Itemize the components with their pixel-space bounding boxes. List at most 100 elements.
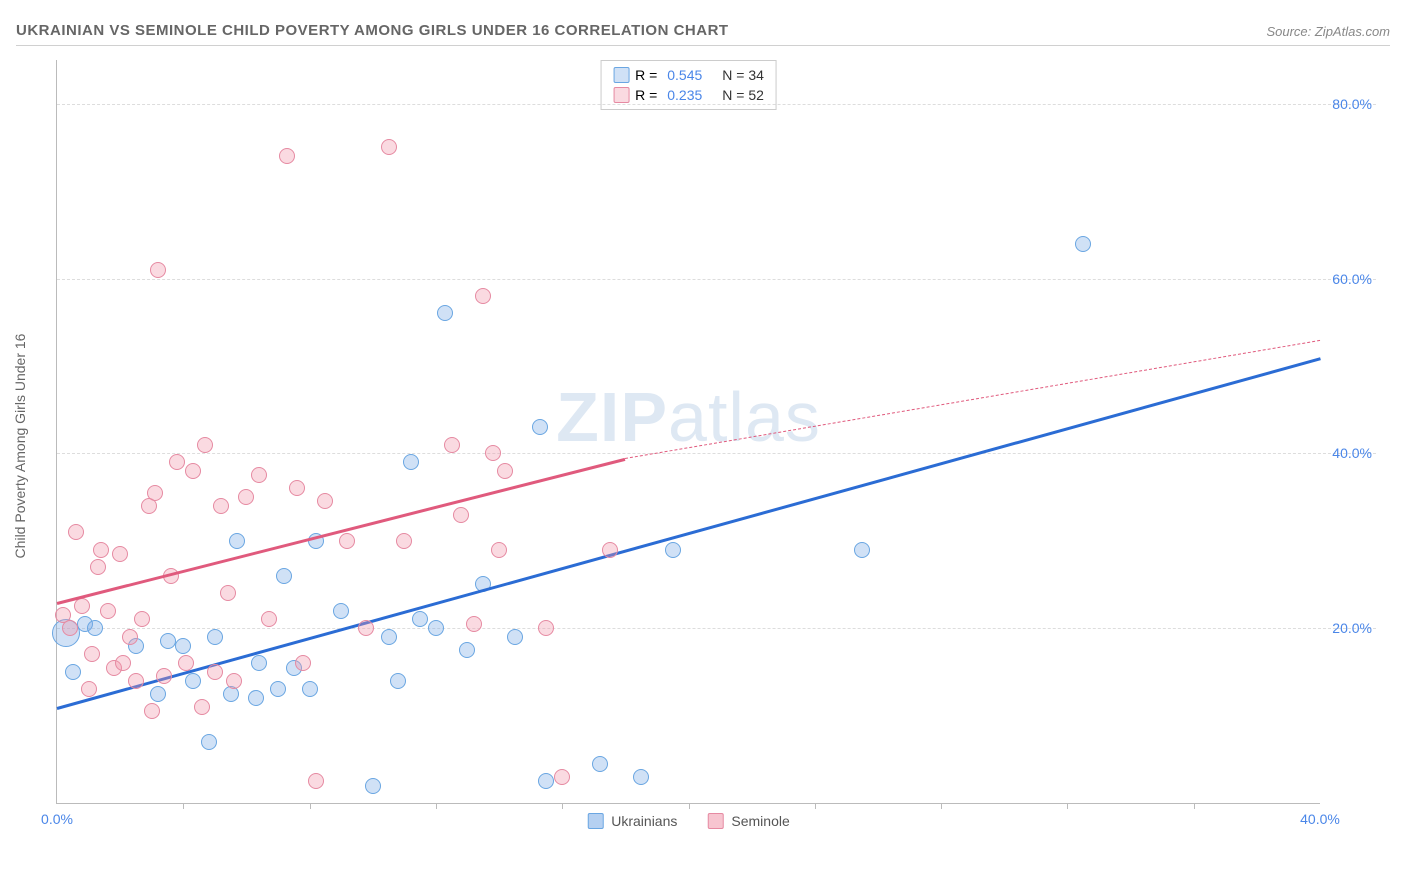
data-point-ukrainians [665,542,681,558]
plot-wrap: Child Poverty Among Girls Under 16 ZIPat… [56,60,1376,832]
data-point-seminole [150,262,166,278]
data-point-seminole [81,681,97,697]
data-point-seminole [220,585,236,601]
data-point-seminole [185,463,201,479]
data-point-seminole [122,629,138,645]
y-axis-label: Child Poverty Among Girls Under 16 [12,334,28,559]
gridline-h [57,453,1376,454]
data-point-ukrainians [437,305,453,321]
x-tick-label: 40.0% [1300,811,1340,827]
legend-r-value: 0.235 [667,87,702,103]
data-point-seminole [251,467,267,483]
legend-series: Ukrainians Seminole [587,813,790,829]
data-point-seminole [226,673,242,689]
gridline-h [57,104,1376,105]
x-tick [941,803,942,809]
data-point-ukrainians [633,769,649,785]
x-tick [815,803,816,809]
data-point-seminole [68,524,84,540]
data-point-seminole [317,493,333,509]
data-point-ukrainians [390,673,406,689]
data-point-seminole [115,655,131,671]
data-point-ukrainians [854,542,870,558]
watermark-atlas: atlas [668,378,821,456]
watermark-zip: ZIP [556,378,668,456]
plot-area: ZIPatlas R =0.545N = 34R =0.235N = 52 Uk… [56,60,1320,804]
legend-swatch [587,813,603,829]
data-point-ukrainians [229,533,245,549]
y-tick-label: 60.0% [1332,271,1372,287]
legend-r-value: 0.545 [667,67,702,83]
data-point-seminole [90,559,106,575]
data-point-seminole [491,542,507,558]
legend-n-label: N = 52 [722,87,764,103]
trend-line [57,357,1321,710]
data-point-ukrainians [201,734,217,750]
legend-r-label: R = [635,87,657,103]
data-point-seminole [194,699,210,715]
data-point-seminole [74,598,90,614]
legend-label: Seminole [731,813,789,829]
data-point-seminole [62,620,78,636]
data-point-ukrainians [412,611,428,627]
data-point-seminole [295,655,311,671]
chart-title: UKRAINIAN VS SEMINOLE CHILD POVERTY AMON… [16,22,729,39]
data-point-ukrainians [270,681,286,697]
data-point-seminole [497,463,513,479]
legend-swatch [613,87,629,103]
data-point-ukrainians [532,419,548,435]
legend-item: Seminole [707,813,789,829]
watermark: ZIPatlas [556,377,821,457]
gridline-h [57,628,1376,629]
data-point-ukrainians [403,454,419,470]
data-point-seminole [453,507,469,523]
data-point-seminole [358,620,374,636]
gridline-h [57,279,1376,280]
data-point-ukrainians [507,629,523,645]
legend-swatch [707,813,723,829]
data-point-ukrainians [1075,236,1091,252]
legend-item: Ukrainians [587,813,677,829]
data-point-seminole [100,603,116,619]
data-point-seminole [84,646,100,662]
x-tick [183,803,184,809]
y-tick-label: 80.0% [1332,96,1372,112]
data-point-seminole [156,668,172,684]
data-point-seminole [538,620,554,636]
legend-row-seminole: R = 0.235 N = 52 [613,85,764,105]
data-point-seminole [128,673,144,689]
data-point-seminole [178,655,194,671]
data-point-seminole [93,542,109,558]
x-tick-label: 0.0% [41,811,73,827]
data-point-ukrainians [87,620,103,636]
title-bar: UKRAINIAN VS SEMINOLE CHILD POVERTY AMON… [16,18,1390,46]
data-point-ukrainians [365,778,381,794]
data-point-ukrainians [459,642,475,658]
data-point-seminole [289,480,305,496]
data-point-seminole [602,542,618,558]
data-point-ukrainians [251,655,267,671]
data-point-ukrainians [150,686,166,702]
legend-swatch [613,67,629,83]
data-point-seminole [197,437,213,453]
data-point-ukrainians [381,629,397,645]
data-point-seminole [308,773,324,789]
data-point-ukrainians [207,629,223,645]
data-point-seminole [381,139,397,155]
data-point-ukrainians [276,568,292,584]
x-tick [436,803,437,809]
chart-source: Source: ZipAtlas.com [1266,24,1390,39]
data-point-seminole [485,445,501,461]
data-point-ukrainians [185,673,201,689]
data-point-seminole [466,616,482,632]
data-point-ukrainians [592,756,608,772]
y-tick-label: 20.0% [1332,620,1372,636]
data-point-seminole [339,533,355,549]
legend-n-label: N = 34 [722,67,764,83]
x-tick [1194,803,1195,809]
legend-r-label: R = [635,67,657,83]
trend-line [625,340,1320,459]
data-point-seminole [279,148,295,164]
data-point-ukrainians [248,690,264,706]
data-point-seminole [147,485,163,501]
